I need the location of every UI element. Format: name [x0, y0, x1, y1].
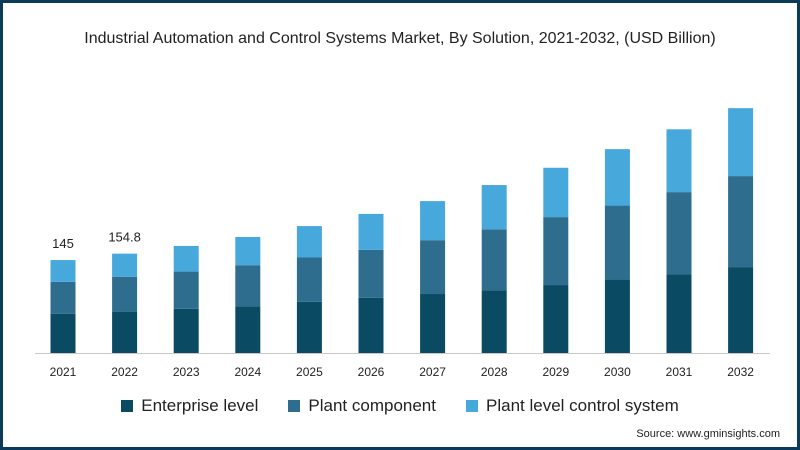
bar-2027-series-1	[420, 240, 446, 295]
legend-item: Plant component	[288, 396, 436, 416]
bar-2024-series-0	[235, 306, 261, 353]
x-tick-label: 2031	[666, 365, 693, 379]
x-tick-label: 2029	[542, 365, 569, 379]
bar-2028-series-2	[481, 185, 507, 230]
bar-2021-series-2	[50, 260, 76, 282]
chart-title: Industrial Automation and Control System…	[84, 30, 716, 47]
bar-2025-series-2	[296, 226, 322, 258]
legend-item: Enterprise level	[121, 396, 258, 416]
legend-label: Plant level control system	[486, 396, 679, 415]
bar-2030-series-2	[604, 149, 630, 206]
bar-2021-series-0	[50, 313, 76, 353]
chart-legend: Enterprise level Plant component Plant lev…	[0, 396, 800, 416]
x-tick-label: 2028	[481, 365, 508, 379]
x-tick-label: 2025	[296, 365, 323, 379]
bar-2023-series-1	[173, 271, 199, 309]
x-tick-label: 2027	[419, 365, 446, 379]
bar-2022-series-1	[112, 276, 138, 312]
bar-2031-series-0	[666, 274, 692, 353]
bar-2027-series-2	[420, 201, 446, 241]
source-note: Source: www.gminsights.com	[636, 428, 780, 440]
legend-swatch	[121, 400, 134, 412]
bar-2028-series-1	[481, 229, 507, 291]
bar-2028-series-0	[481, 290, 507, 353]
bar-2029-series-2	[543, 167, 569, 218]
data-label: 154.8	[108, 230, 141, 245]
x-tick-label: 2032	[727, 365, 754, 379]
bar-2032-series-1	[728, 176, 754, 268]
bar-2024-series-2	[235, 236, 261, 266]
bar-2031-series-1	[666, 192, 692, 275]
data-label: 145	[52, 236, 74, 251]
bar-2031-series-2	[666, 129, 692, 193]
bar-2025-series-1	[296, 257, 322, 302]
x-tick-label: 2026	[358, 365, 385, 379]
x-tick-label: 2023	[173, 365, 200, 379]
legend-item: Plant level control system	[466, 396, 679, 416]
bar-2030-series-0	[604, 279, 630, 353]
bar-2027-series-0	[420, 294, 446, 353]
bar-2026-series-1	[358, 249, 384, 298]
legend-label: Plant component	[308, 396, 436, 415]
x-tick-label: 2021	[50, 365, 77, 379]
bar-2026-series-0	[358, 297, 384, 353]
x-tick-label: 2030	[604, 365, 631, 379]
bar-2026-series-2	[358, 213, 384, 250]
bar-2030-series-1	[604, 205, 630, 280]
bar-2032-series-0	[728, 267, 754, 353]
x-tick-label: 2024	[234, 365, 261, 379]
legend-swatch	[288, 400, 301, 412]
bar-2022-series-0	[112, 311, 138, 353]
bar-2032-series-2	[728, 108, 754, 177]
bar-2024-series-1	[235, 265, 261, 307]
bar-2021-series-1	[50, 281, 76, 314]
legend-label: Enterprise level	[141, 396, 259, 415]
x-tick-label: 2022	[111, 365, 138, 379]
legend-swatch	[466, 400, 478, 412]
bar-2022-series-2	[112, 253, 138, 277]
bar-2023-series-2	[173, 245, 199, 272]
bar-2023-series-0	[173, 308, 199, 353]
bar-2029-series-1	[543, 217, 569, 286]
bar-2029-series-0	[543, 285, 569, 353]
bar-2025-series-0	[296, 301, 322, 353]
